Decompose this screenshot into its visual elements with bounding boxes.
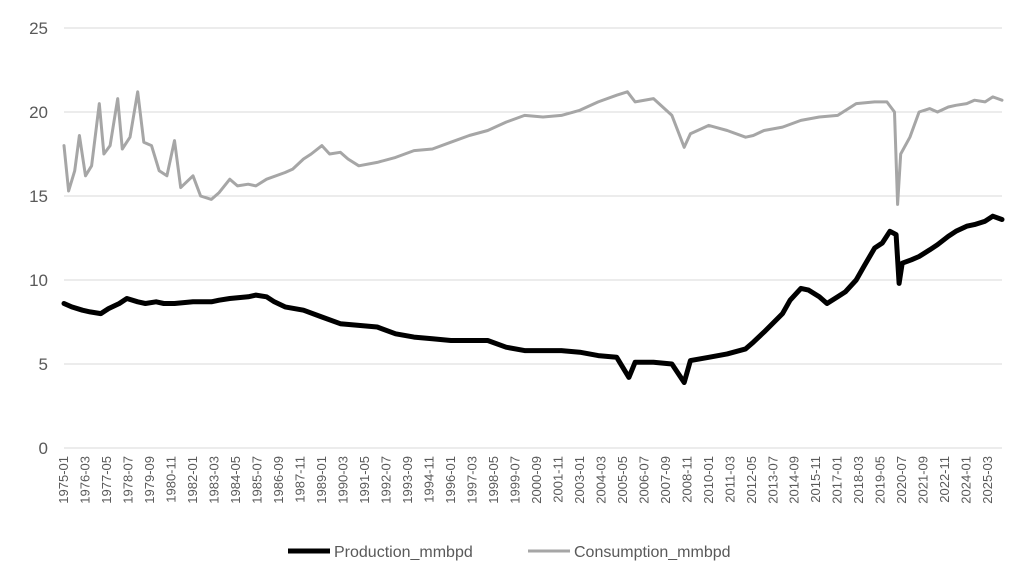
x-tick-label: 2022-11 (937, 456, 952, 503)
x-tick-label: 1992-07 (378, 456, 393, 504)
x-tick-label: 2008-11 (679, 456, 694, 503)
x-tick-label: 2006-07 (636, 456, 651, 504)
x-tick-label: 1999-07 (507, 456, 522, 504)
y-tick-label: 15 (29, 187, 48, 206)
x-tick-label: 2018-03 (851, 456, 866, 504)
x-tick-label: 2015-11 (808, 456, 823, 503)
x-tick-label: 2003-01 (572, 456, 587, 504)
series-line-production (61, 213, 1005, 385)
x-tick-label: 1990-03 (335, 456, 350, 504)
y-tick-label: 25 (29, 19, 48, 38)
x-tick-label: 1989-01 (314, 456, 329, 504)
x-tick-label: 2007-09 (658, 456, 673, 504)
x-tick-label: 1984-05 (228, 456, 243, 504)
x-tick-label: 1996-01 (443, 456, 458, 504)
x-axis-ticks: 1975-01 1976-03 1977-05 1978-07 1979-09 1980-… (56, 456, 995, 504)
y-axis-ticks: 0 5 10 15 20 25 (29, 19, 48, 458)
x-tick-label: 1980-11 (163, 456, 178, 503)
x-tick-label: 1976-03 (77, 456, 92, 504)
x-tick-label: 1993-09 (400, 456, 415, 504)
x-tick-label: 2025-03 (980, 456, 995, 504)
legend: Production_mmbpd Consumption_mmbpd (288, 544, 731, 561)
x-tick-label: 2005-05 (615, 456, 630, 504)
x-tick-label: 2013-07 (765, 456, 780, 504)
gridlines (64, 27, 1002, 449)
x-tick-label: 2024-01 (959, 456, 974, 504)
legend-label-production: Production_mmbpd (334, 544, 473, 561)
x-tick-label: 2012-05 (744, 456, 759, 504)
x-tick-label: 1979-09 (142, 456, 157, 504)
x-tick-label: 1991-05 (357, 456, 372, 504)
x-tick-label: 1982-01 (185, 456, 200, 504)
x-tick-label: 1975-01 (56, 456, 71, 504)
x-tick-label: 2019-05 (873, 456, 888, 504)
y-tick-label: 5 (39, 355, 48, 374)
y-tick-label: 0 (39, 439, 48, 458)
x-tick-label: 2010-01 (701, 456, 716, 504)
x-tick-label: 1986-09 (271, 456, 286, 504)
x-tick-label: 1978-07 (120, 456, 135, 504)
series-line-consumption (62, 90, 1004, 206)
x-tick-label: 1987-11 (292, 456, 307, 503)
x-tick-label: 2011-03 (722, 456, 737, 503)
y-tick-label: 20 (29, 103, 48, 122)
x-tick-label: 2017-01 (830, 456, 845, 504)
series-lines (61, 90, 1005, 385)
x-tick-label: 1998-05 (486, 456, 501, 504)
x-tick-label: 1997-03 (464, 456, 479, 504)
x-tick-label: 1983-03 (206, 456, 221, 504)
x-tick-label: 2020-07 (894, 456, 909, 504)
x-tick-label: 1977-05 (99, 456, 114, 504)
x-tick-label: 2001-11 (550, 456, 565, 503)
x-tick-label: 2004-03 (593, 456, 608, 504)
x-tick-label: 2021-09 (916, 456, 931, 504)
x-tick-label: 2000-09 (529, 456, 544, 504)
x-tick-label: 2014-09 (787, 456, 802, 504)
x-tick-label: 1985-07 (249, 456, 264, 504)
y-tick-label: 10 (29, 271, 48, 290)
legend-label-consumption: Consumption_mmbpd (574, 544, 731, 561)
x-tick-label: 1994-11 (421, 456, 436, 503)
